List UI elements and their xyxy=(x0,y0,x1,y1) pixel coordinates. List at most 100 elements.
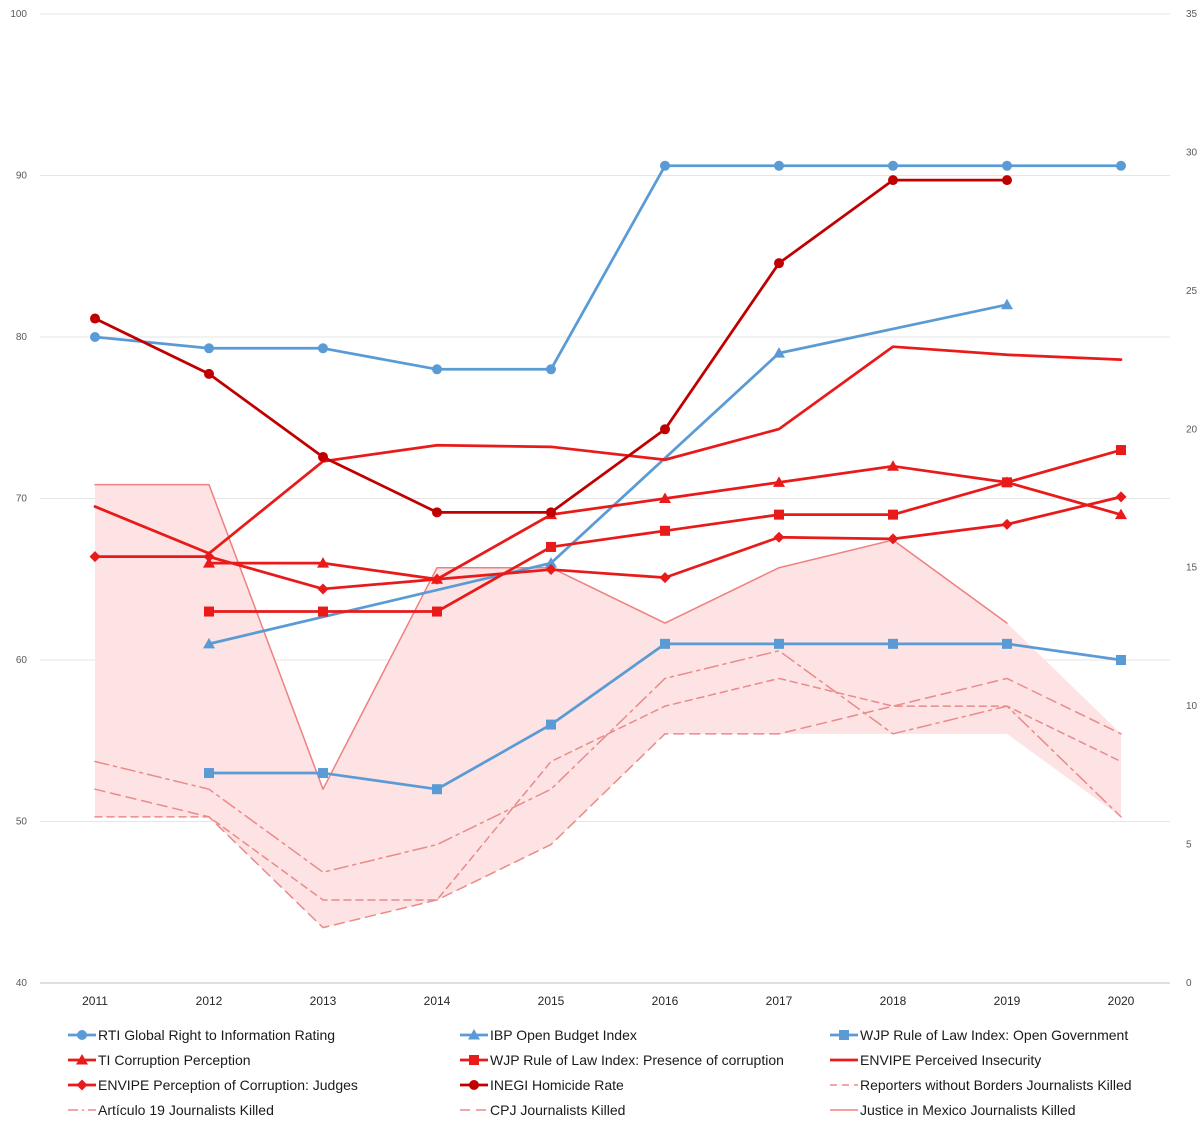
series-inegi-homicide-rate xyxy=(90,175,1012,518)
data-point xyxy=(1116,655,1126,665)
legend: RTI Global Right to Information Rating IB… xyxy=(68,1027,1132,1118)
series-envipe-perception-of-corruption-judges xyxy=(89,491,1127,595)
data-point xyxy=(318,606,328,617)
data-point xyxy=(774,160,784,171)
data-point xyxy=(774,258,784,269)
legend-item-reporters-without-borders-journalists-killed: Reporters without Borders Journalists Ki… xyxy=(830,1077,1132,1093)
series-line xyxy=(207,303,1009,646)
legend-item-rti-global-right-to-information-rating: RTI Global Right to Information Rating xyxy=(68,1027,335,1043)
legend-marker xyxy=(469,1080,479,1090)
data-point xyxy=(774,638,784,649)
legend-marker xyxy=(76,1079,88,1091)
legend-label: ENVIPE Perception of Corruption: Judges xyxy=(98,1077,358,1093)
data-point xyxy=(887,460,899,471)
data-point xyxy=(204,768,214,779)
x-tick-label: 2014 xyxy=(424,994,451,1008)
data-point xyxy=(1115,508,1127,520)
legend-label: RTI Global Right to Information Rating xyxy=(98,1027,335,1043)
legend-label: WJP Rule of Law Index: Presence of corru… xyxy=(490,1052,784,1068)
data-point xyxy=(888,638,898,649)
data-point xyxy=(1002,175,1012,186)
legend-label: TI Corruption Perception xyxy=(98,1052,251,1068)
series-cpj-journalists-killed xyxy=(94,677,1122,929)
series-line xyxy=(94,677,1122,901)
data-point xyxy=(545,557,557,568)
journalists-killed-range-band xyxy=(95,484,1121,928)
right-tick-label: 30 xyxy=(1186,147,1198,158)
right-axis-ticks: 0 5 10 15 20 25 30 35 xyxy=(1186,9,1198,989)
legend-label: WJP Rule of Law Index: Open Government xyxy=(860,1027,1128,1043)
data-point xyxy=(660,160,670,171)
data-point xyxy=(659,572,671,584)
series-ibp-open-budget-index xyxy=(203,298,1013,649)
left-tick-label: 90 xyxy=(16,171,28,182)
data-point xyxy=(204,343,214,354)
data-point xyxy=(660,424,670,435)
data-point xyxy=(318,451,328,462)
data-point xyxy=(660,525,670,536)
series-ti-corruption-perception xyxy=(203,460,1127,584)
series-wjp-rule-of-law-index-open-government xyxy=(204,638,1126,795)
legend-label: Reporters without Borders Journalists Ki… xyxy=(860,1077,1132,1093)
series-articulo-19-journalists-killed xyxy=(94,650,1122,874)
legend-label: IBP Open Budget Index xyxy=(490,1027,637,1043)
series-line xyxy=(93,164,1123,371)
data-point xyxy=(887,533,899,545)
left-tick-label: 70 xyxy=(16,494,28,505)
series-line xyxy=(94,677,1122,929)
x-tick-label: 2018 xyxy=(880,994,907,1008)
data-point xyxy=(318,343,328,354)
legend-item-envipe-perceived-insecurity: ENVIPE Perceived Insecurity xyxy=(830,1052,1041,1068)
legend-marker xyxy=(839,1030,849,1040)
range-band-area xyxy=(95,484,1121,928)
data-point xyxy=(1116,160,1126,171)
x-tick-label: 2011 xyxy=(82,994,108,1008)
right-tick-label: 20 xyxy=(1186,424,1198,435)
data-point xyxy=(432,784,442,795)
left-tick-label: 80 xyxy=(16,332,28,343)
data-point xyxy=(888,509,898,520)
data-point xyxy=(773,531,785,543)
legend-item-ibp-open-budget-index: IBP Open Budget Index xyxy=(460,1027,637,1043)
x-tick-label: 2016 xyxy=(652,994,679,1008)
data-point xyxy=(1116,445,1126,456)
data-point xyxy=(203,637,215,649)
left-axis-ticks: 40 50 60 70 80 90 100 xyxy=(10,9,27,989)
legend-item-articulo-19-journalists-killed: Artículo 19 Journalists Killed xyxy=(68,1102,274,1118)
legend-label: Artículo 19 Journalists Killed xyxy=(98,1102,274,1118)
data-point xyxy=(89,551,101,563)
x-tick-label: 2013 xyxy=(310,994,337,1008)
legend-marker xyxy=(76,1054,88,1065)
data-point xyxy=(204,606,214,617)
legend-label: INEGI Homicide Rate xyxy=(490,1077,624,1093)
legend-item-wjp-rule-of-law-index-presence-of-corruption: WJP Rule of Law Index: Presence of corru… xyxy=(460,1052,784,1068)
legend-item-cpj-journalists-killed: CPJ Journalists Killed xyxy=(460,1102,625,1118)
right-tick-label: 0 xyxy=(1186,978,1192,989)
legend-item-envipe-perception-of-corruption-judges: ENVIPE Perception of Corruption: Judges xyxy=(68,1077,358,1093)
data-point xyxy=(317,557,329,568)
series-line xyxy=(93,495,1123,591)
legend-label: CPJ Journalists Killed xyxy=(490,1102,625,1118)
left-tick-label: 40 xyxy=(16,978,28,989)
legend-marker xyxy=(77,1030,87,1040)
data-point xyxy=(774,509,784,520)
left-tick-label: 100 xyxy=(10,9,27,20)
data-point xyxy=(90,332,100,342)
data-point xyxy=(659,492,671,503)
data-point xyxy=(546,719,556,730)
data-point xyxy=(660,638,670,649)
right-tick-label: 35 xyxy=(1186,9,1198,20)
x-tick-label: 2017 xyxy=(766,994,793,1008)
data-point xyxy=(432,606,442,617)
data-point xyxy=(1115,491,1127,503)
x-tick-label: 2015 xyxy=(538,994,565,1008)
data-point xyxy=(546,364,556,375)
right-tick-label: 25 xyxy=(1186,286,1198,297)
legend-item-wjp-rule-of-law-index-open-government: WJP Rule of Law Index: Open Government xyxy=(830,1027,1128,1043)
data-point xyxy=(431,573,443,585)
legend-item-inegi-homicide-rate: INEGI Homicide Rate xyxy=(460,1077,624,1093)
data-point xyxy=(888,160,898,171)
x-tick-label: 2020 xyxy=(1108,994,1135,1008)
data-point xyxy=(1002,477,1012,488)
